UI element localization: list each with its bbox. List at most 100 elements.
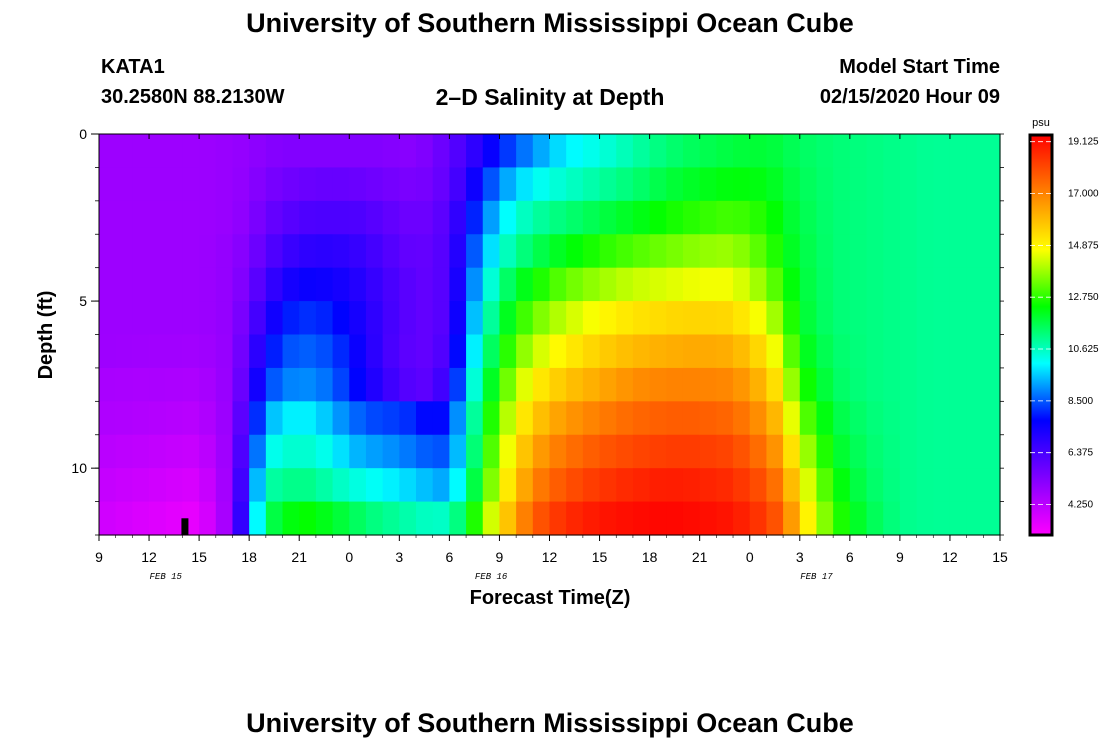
- heatmap-cell: [966, 301, 984, 336]
- heatmap-cell: [382, 234, 400, 269]
- heatmap-cell: [983, 434, 1001, 469]
- heatmap-cell: [799, 301, 818, 336]
- heatmap-cell: [132, 267, 150, 302]
- heatmap-cell: [432, 367, 450, 402]
- colorbar-label: 12.750: [1068, 292, 1099, 303]
- heatmap-cell: [616, 134, 634, 169]
- heatmap-cell: [966, 401, 984, 436]
- heatmap-cell: [666, 167, 684, 202]
- heatmap-cell: [599, 334, 617, 369]
- heatmap-cell: [282, 468, 300, 503]
- heatmap-cell: [416, 334, 434, 369]
- heatmap-cell: [299, 468, 317, 503]
- page-title: University of Southern Mississippi Ocean…: [246, 8, 854, 38]
- heatmap-cell: [332, 200, 350, 235]
- heatmap-cell: [866, 501, 884, 536]
- heatmap-cell: [766, 301, 784, 336]
- heatmap-cell: [733, 501, 751, 536]
- heatmap-cell: [582, 334, 601, 369]
- heatmap-cell: [432, 134, 450, 169]
- heatmap-cell: [165, 434, 184, 469]
- heatmap-cell: [432, 167, 450, 202]
- heatmap-cell: [299, 200, 317, 235]
- heatmap-cell: [749, 301, 768, 336]
- heatmap-cell: [232, 267, 250, 302]
- heatmap-cell: [582, 234, 601, 269]
- heatmap-cell: [532, 468, 551, 503]
- station-id: KATA1: [101, 56, 165, 78]
- heatmap-cell: [532, 134, 551, 169]
- plot-title: 2–D Salinity at Depth: [435, 84, 665, 110]
- heatmap-cell: [282, 134, 300, 169]
- heatmap-cell: [833, 234, 851, 269]
- heatmap-cell: [616, 501, 634, 536]
- heatmap-cell: [582, 468, 601, 503]
- heatmap-cell: [115, 200, 133, 235]
- heatmap-cell: [949, 334, 968, 369]
- heatmap-cell: [416, 367, 434, 402]
- heatmap-cell: [883, 167, 901, 202]
- heatmap-cell: [699, 234, 717, 269]
- heatmap-cell: [349, 134, 367, 169]
- heatmap-cell: [282, 401, 300, 436]
- heatmap-cell: [315, 501, 334, 536]
- heatmap-cell: [682, 434, 701, 469]
- heatmap-cell: [299, 367, 317, 402]
- heatmap-cell: [749, 200, 768, 235]
- heatmap-cell: [549, 501, 567, 536]
- heatmap-cell: [165, 367, 184, 402]
- heatmap-cell: [299, 134, 317, 169]
- heatmap: [99, 134, 1001, 536]
- heatmap-cell: [949, 434, 968, 469]
- heatmap-cell: [449, 401, 467, 436]
- heatmap-cell: [115, 134, 133, 169]
- heatmap-cell: [482, 434, 501, 469]
- heatmap-cell: [132, 434, 150, 469]
- x-axis: 9 12 15 18 21 0 3 6 9 12 15 18 21 0 3 6 9 12 15 FEB 15 FEB 1…: [95, 134, 1008, 582]
- heatmap-cell: [199, 334, 217, 369]
- heatmap-cell: [682, 134, 701, 169]
- heatmap-cell: [649, 367, 667, 402]
- heatmap-cell: [199, 234, 217, 269]
- heatmap-cell: [599, 267, 617, 302]
- heatmap-cell: [516, 301, 534, 336]
- heatmap-cell: [282, 434, 300, 469]
- x-tick-label: 18: [241, 549, 257, 565]
- x-tick-label: 15: [191, 549, 207, 565]
- heatmap-cell: [232, 234, 250, 269]
- heatmap-cell: [132, 200, 150, 235]
- heatmap-cell: [632, 401, 651, 436]
- x-tick-label: 18: [642, 549, 658, 565]
- heatmap-cell: [365, 367, 384, 402]
- heatmap-cell: [682, 234, 701, 269]
- x-tick-label: 21: [692, 549, 708, 565]
- heatmap-cell: [699, 401, 717, 436]
- heatmap-cell: [265, 367, 284, 402]
- heatmap-cell: [449, 167, 467, 202]
- heatmap-cell: [416, 200, 434, 235]
- heatmap-cell: [215, 200, 234, 235]
- heatmap-cell: [149, 234, 167, 269]
- heatmap-cell: [449, 468, 467, 503]
- heatmap-cell: [466, 167, 484, 202]
- x-tick-label: 15: [592, 549, 608, 565]
- heatmap-cell: [983, 234, 1001, 269]
- heatmap-cell: [265, 334, 284, 369]
- heatmap-cell: [99, 301, 117, 336]
- heatmap-cell: [916, 401, 934, 436]
- heatmap-cell: [582, 367, 601, 402]
- heatmap-cell: [916, 267, 934, 302]
- heatmap-cell: [199, 367, 217, 402]
- heatmap-cell: [849, 367, 868, 402]
- heatmap-cell: [315, 301, 334, 336]
- heatmap-cell: [966, 267, 984, 302]
- heatmap-cell: [249, 367, 267, 402]
- heatmap-cell: [365, 468, 384, 503]
- heatmap-cell: [833, 501, 851, 536]
- heatmap-cell: [399, 200, 417, 235]
- heatmap-cell: [165, 501, 184, 536]
- heatmap-cell: [632, 301, 651, 336]
- heatmap-cell: [282, 234, 300, 269]
- x-tick-label: 15: [992, 549, 1008, 565]
- heatmap-cell: [799, 134, 818, 169]
